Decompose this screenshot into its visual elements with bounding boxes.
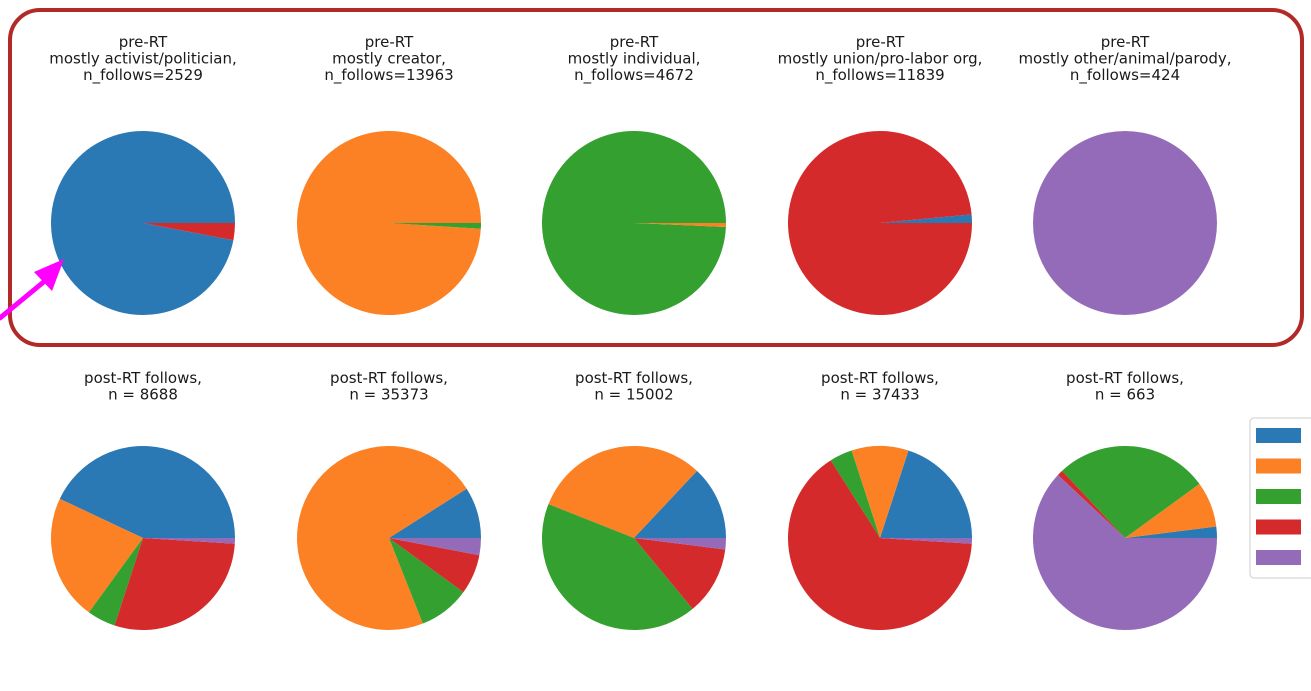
pie-pre-rt-5 — [1033, 131, 1217, 315]
pie-title-line: n_follows=11839 — [815, 66, 944, 85]
pie-slice-purple — [1033, 131, 1217, 315]
pie-title-line: n = 663 — [1095, 386, 1155, 404]
pie-post-rt-4 — [788, 445, 972, 630]
pie-slice-blue — [1125, 526, 1217, 538]
pie-title: post-RT follows,n = 35373 — [330, 369, 448, 404]
pie-slice-purple — [1033, 475, 1217, 630]
pie-title-line: mostly activist/politician, — [49, 50, 237, 68]
pie-title-line: mostly other/animal/parody, — [1018, 50, 1231, 68]
legend-swatch-green — [1256, 489, 1301, 504]
pie-slice-red — [143, 223, 235, 241]
pie-slice-orange — [548, 445, 697, 538]
pie-post-rt-3 — [541, 445, 726, 631]
pie-title-line: mostly creator, — [332, 50, 446, 68]
pie-title-line: n = 8688 — [108, 386, 178, 404]
pie-slice-blue — [51, 130, 236, 315]
pie-title-line: n_follows=2529 — [83, 66, 203, 85]
pie-slice-purple — [389, 538, 481, 556]
pie-title: post-RT follows,n = 15002 — [575, 369, 693, 404]
pie-slice-orange — [297, 131, 481, 316]
pie-title-line: n = 37433 — [840, 386, 919, 404]
pie-title-line: post-RT follows, — [84, 369, 202, 387]
pie-title: post-RT follows,n = 663 — [1066, 369, 1184, 404]
pie-slice-orange — [634, 223, 726, 228]
pie-pre-rt-1 — [51, 130, 236, 315]
pie-slice-purple — [143, 538, 235, 544]
pie-title-line: n_follows=13963 — [324, 66, 453, 85]
pie-pre-rt-4 — [788, 131, 972, 316]
legend-swatch-blue — [1256, 428, 1301, 443]
pie-post-rt-5 — [1033, 445, 1217, 630]
pie-slice-orange — [851, 445, 909, 538]
pie-title-line: post-RT follows, — [821, 369, 939, 387]
pie-pre-rt-2 — [297, 131, 481, 316]
pie-title-line: pre-RT — [856, 33, 905, 51]
pie-title-line: n = 35373 — [349, 386, 428, 404]
pie-title-line: n_follows=424 — [1070, 66, 1180, 85]
pie-pre-rt-3 — [542, 130, 726, 315]
pie-slice-red — [389, 538, 480, 593]
legend — [1249, 417, 1311, 579]
pie-slice-red — [788, 131, 972, 316]
pie-slice-orange — [1125, 483, 1217, 538]
pie-slice-blue — [880, 450, 972, 538]
pie-slice-purple — [880, 538, 972, 544]
pie-title: post-RT follows,n = 8688 — [84, 369, 202, 404]
pie-post-rt-1 — [51, 446, 236, 631]
legend-swatch-orange — [1256, 458, 1301, 474]
arrow-head — [34, 259, 64, 291]
pie-slice-blue — [634, 470, 726, 538]
pie-slice-green — [542, 130, 726, 315]
pie-slice-green — [541, 504, 693, 631]
pie-title-line: pre-RT — [610, 33, 659, 51]
pie-title-line: post-RT follows, — [1066, 369, 1184, 387]
pie-slice-red — [114, 538, 235, 631]
pie-title-line: mostly union/pro-labor org, — [778, 50, 983, 68]
pie-slice-blue — [880, 214, 972, 223]
pie-slice-green — [389, 223, 481, 229]
pie-title-line: n_follows=4672 — [574, 66, 694, 85]
pie-title-line: pre-RT — [1101, 33, 1150, 51]
pie-slice-blue — [389, 488, 481, 538]
pie-title: post-RT follows,n = 37433 — [821, 369, 939, 404]
pie-title-line: post-RT follows, — [575, 369, 693, 387]
pie-title-line: n = 15002 — [594, 386, 673, 404]
pie-title-line: post-RT follows, — [330, 369, 448, 387]
annotation-arrow — [0, 259, 64, 321]
legend-swatch-purple — [1256, 550, 1301, 565]
pie-slice-green — [88, 538, 143, 626]
pie-slice-green — [389, 538, 464, 624]
pie-slice-red — [1057, 470, 1125, 538]
pie-slice-red — [788, 460, 972, 630]
pie-title-line: pre-RT — [365, 33, 414, 51]
pie-title-line: mostly individual, — [568, 50, 701, 68]
pie-slice-green — [830, 450, 880, 538]
legend-swatch-red — [1256, 519, 1301, 535]
pie-post-rt-2 — [297, 445, 481, 630]
pie-slice-orange — [51, 498, 143, 613]
pie-slice-red — [634, 538, 726, 609]
highlight-box — [8, 8, 1304, 347]
pie-slice-green — [1062, 445, 1200, 538]
pie-slice-blue — [59, 446, 236, 538]
pie-title-line: pre-RT — [119, 33, 168, 51]
pie-slice-orange — [297, 445, 467, 630]
pie-slice-purple — [634, 538, 726, 550]
arrow-shaft — [0, 277, 49, 321]
